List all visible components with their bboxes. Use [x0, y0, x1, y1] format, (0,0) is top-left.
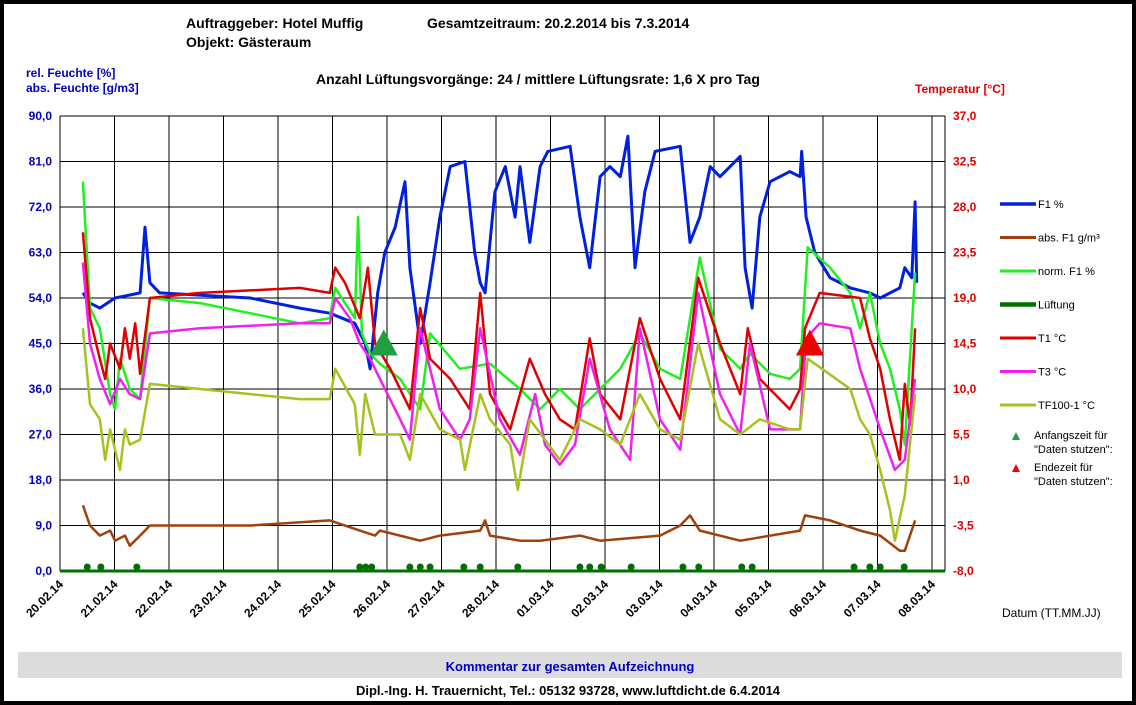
- right-tick-label: 14,5: [953, 337, 977, 351]
- left-tick-label: 36,0: [29, 382, 53, 396]
- legend-marker-icon: [1012, 464, 1020, 472]
- series-line-abs-f1-g-m-: [81, 504, 917, 553]
- right-tick-label: 32,5: [953, 155, 977, 169]
- left-tick-label: 63,0: [29, 246, 53, 260]
- x-tick-label: 23.02.14: [187, 577, 230, 620]
- period-label: Gesamtzeitraum: 20.2.2014 bis 7.3.2014: [427, 15, 690, 31]
- legend-label: norm. F1 %: [1038, 266, 1095, 278]
- x-tick-label: 26.02.14: [350, 577, 393, 620]
- x-tick-label: 07.03.14: [841, 577, 884, 620]
- lueftung-point: [406, 563, 414, 571]
- lueftung-point: [876, 563, 884, 571]
- report-frame: Auftraggeber: Hotel Muffig Gesamtzeitrau…: [4, 4, 1132, 701]
- x-tick-label: 04.03.14: [677, 577, 720, 620]
- right-axis-label: Temperatur [°C]: [915, 82, 1005, 96]
- right-tick-label: 37,0: [953, 109, 977, 123]
- lueftung-point: [476, 563, 484, 571]
- x-tick-label: 05.03.14: [732, 577, 775, 620]
- legend-label: TF100-1 °C: [1038, 400, 1095, 412]
- x-tick-label: 20.02.14: [23, 577, 66, 620]
- x-tick-label: 27.02.14: [405, 577, 448, 620]
- right-tick-label: 1,0: [953, 473, 970, 487]
- left-tick-label: 9,0: [35, 519, 52, 533]
- lueftung-point: [627, 563, 635, 571]
- right-tick-label: -8,0: [953, 564, 974, 578]
- x-tick-label: 08.03.14: [895, 577, 938, 620]
- lueftung-point: [426, 563, 434, 571]
- legend-label: "Daten stutzen":: [1034, 476, 1113, 488]
- lueftung-point: [362, 563, 370, 571]
- x-tick-label: 22.02.14: [132, 577, 175, 620]
- x-axis-label: Datum (TT.MM.JJ): [1002, 606, 1101, 620]
- left-tick-label: 0,0: [35, 564, 52, 578]
- chart-svg: 20.02.14 21.02.14 22.02.14 23.02.14 24.02.14…: [23, 109, 1113, 620]
- x-tick-label: 25.02.14: [296, 577, 339, 620]
- lueftung-point: [900, 563, 908, 571]
- end-marker-triangle: [795, 329, 824, 356]
- lueftung-point: [748, 563, 756, 571]
- x-tick-label: 03.03.14: [623, 577, 666, 620]
- legend-label: "Daten stutzen":: [1034, 444, 1113, 456]
- x-tick-label: 24.02.14: [241, 577, 284, 620]
- x-tick-label: 21.02.14: [78, 577, 121, 620]
- client-label: Auftraggeber: Hotel Muffig: [186, 15, 364, 31]
- left-tick-label: 18,0: [29, 473, 53, 487]
- footer-credit: Dipl.-Ing. H. Trauernicht, Tel.: 05132 9…: [355, 683, 781, 698]
- left-axis-label-abs: abs. Feuchte [g/m3]: [26, 81, 139, 95]
- comment-bar[interactable]: Kommentar zur gesamten Aufzeichnung: [18, 652, 1122, 678]
- legend-label: T1 °C: [1038, 333, 1066, 345]
- lueftung-point: [738, 563, 746, 571]
- lueftung-point: [695, 563, 703, 571]
- legend-marker-icon: [1012, 432, 1020, 440]
- legend-label: T3 °C: [1038, 367, 1066, 379]
- x-tick-label: 01.03.14: [514, 577, 557, 620]
- start-marker-triangle: [369, 329, 398, 356]
- legend-label: Endezeit für: [1034, 462, 1093, 474]
- left-tick-label: 54,0: [29, 291, 53, 305]
- lueftung-point: [416, 563, 424, 571]
- left-tick-label: 90,0: [29, 109, 53, 123]
- lueftung-point: [597, 563, 605, 571]
- left-tick-label: 81,0: [29, 155, 53, 169]
- lueftung-point: [586, 563, 594, 571]
- object-label: Objekt: Gästeraum: [186, 34, 312, 50]
- lueftung-point: [97, 563, 105, 571]
- lueftung-point: [514, 563, 522, 571]
- legend-label: Anfangszeit für: [1034, 430, 1108, 442]
- x-tick-label: 06.03.14: [786, 577, 829, 620]
- series-line-tf100-1-c: [81, 328, 917, 542]
- legend-label: abs. F1 g/m³: [1038, 233, 1100, 245]
- right-tick-label: -3,5: [953, 519, 974, 533]
- series-line-norm-f1-: [81, 181, 917, 446]
- lueftung-point: [133, 563, 141, 571]
- left-tick-label: 72,0: [29, 200, 53, 214]
- left-tick-label: 27,0: [29, 428, 53, 442]
- lueftung-point: [460, 563, 468, 571]
- x-tick-label: 28.02.14: [459, 577, 502, 620]
- right-tick-label: 5,5: [953, 428, 970, 442]
- x-tick-label: 02.03.14: [568, 577, 611, 620]
- lueftung-point: [356, 563, 364, 571]
- lueftung-point: [850, 563, 858, 571]
- left-tick-label: 45,0: [29, 337, 53, 351]
- series-line-f1-: [81, 134, 919, 371]
- right-tick-label: 19,0: [953, 291, 977, 305]
- right-tick-label: 10,0: [953, 382, 977, 396]
- right-tick-label: 28,0: [953, 200, 977, 214]
- right-tick-label: 23,5: [953, 246, 977, 260]
- legend-label: F1 %: [1038, 199, 1064, 211]
- chart-title: Anzahl Lüftungsvorgänge: 24 / mittlere L…: [316, 71, 760, 87]
- lueftung-point: [576, 563, 584, 571]
- lueftung-point: [679, 563, 687, 571]
- lueftung-point: [368, 563, 376, 571]
- legend-label: Lüftung: [1038, 300, 1075, 312]
- lueftung-point: [866, 563, 874, 571]
- lueftung-point: [83, 563, 91, 571]
- left-axis-label-rel: rel. Feuchte [%]: [26, 66, 116, 80]
- series-line-t1-c: [81, 232, 917, 462]
